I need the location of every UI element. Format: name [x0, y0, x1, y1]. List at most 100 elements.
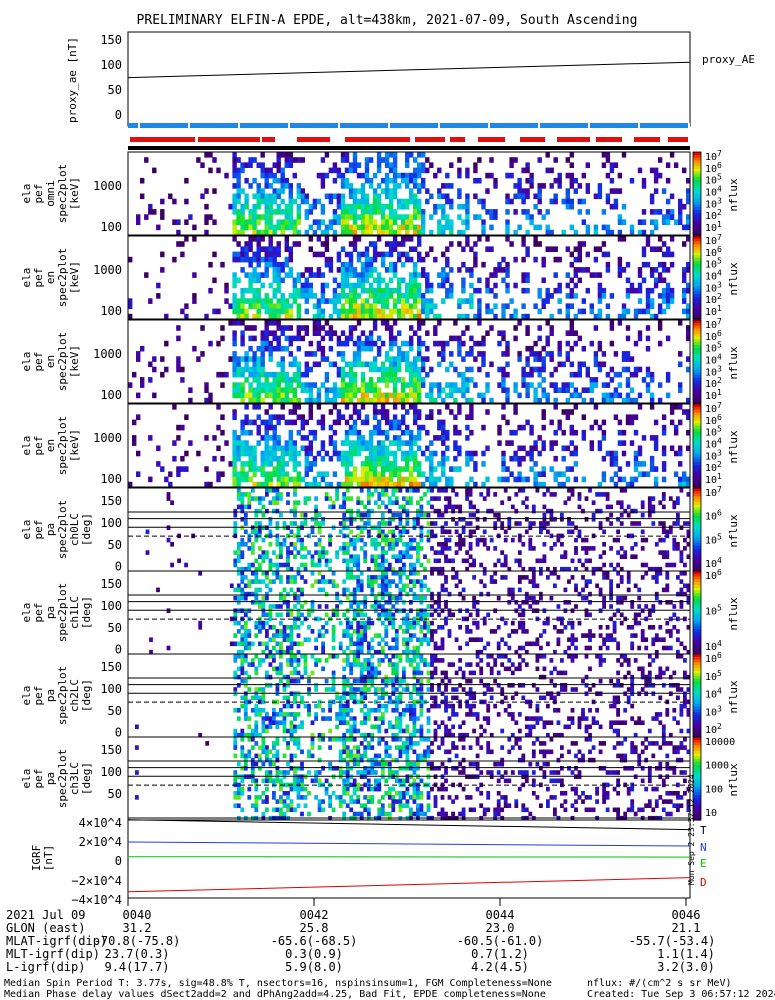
- colorbar-segment: [693, 263, 701, 268]
- flux-cell: [409, 471, 414, 477]
- pa-flux-cell: [243, 529, 248, 535]
- flux-cell: [304, 481, 309, 488]
- pa-flux-cell: [243, 641, 248, 647]
- flux-cell: [617, 466, 623, 472]
- pa-flux-cell: [380, 566, 385, 572]
- flux-cell: [413, 157, 418, 163]
- flux-cell: [485, 287, 490, 294]
- flux-cell: [240, 429, 245, 436]
- pa-flux-cell: [289, 649, 294, 655]
- flux-cell: [549, 246, 554, 252]
- pa-flux-cell: [493, 571, 498, 576]
- flux-cell: [376, 429, 382, 436]
- flux-cell: [284, 382, 289, 388]
- flux-cell: [549, 382, 554, 388]
- flux-cell: [260, 382, 265, 388]
- flux-cell: [244, 219, 249, 225]
- flux-cell: [417, 392, 422, 399]
- pa-flux-cell: [444, 604, 448, 609]
- flux-cell: [513, 157, 518, 163]
- flux-cell: [336, 298, 342, 304]
- flux-cell: [352, 267, 358, 273]
- flux-cell: [417, 320, 422, 326]
- pa-flux-cell: [254, 529, 259, 535]
- flux-cell: [348, 387, 354, 393]
- pa-flux-cell: [510, 591, 515, 597]
- flux-cell: [388, 209, 394, 215]
- flux-cell: [348, 287, 354, 294]
- flux-cell: [260, 236, 265, 242]
- pa-flux-cell: [377, 575, 382, 580]
- flux-cell: [220, 371, 225, 378]
- pa-flux-cell: [328, 558, 332, 564]
- flux-cell: [445, 404, 450, 410]
- pa-flux-cell: [166, 496, 171, 501]
- flux-cell: [421, 162, 426, 168]
- flux-cell: [172, 219, 177, 225]
- flux-cell: [682, 203, 687, 210]
- flux-cell: [284, 461, 289, 467]
- pa-flux-cell: [623, 508, 628, 514]
- flux-cell: [409, 429, 414, 436]
- colorbar-segment: [693, 464, 701, 469]
- flux-cell: [304, 229, 309, 236]
- flux-cell: [232, 277, 237, 284]
- pa-flux-cell: [275, 488, 280, 493]
- pa-flux-cell: [676, 512, 680, 518]
- pa-flux-cell: [356, 620, 361, 626]
- flux-cell: [348, 481, 354, 488]
- pa-ytick: 100: [100, 516, 122, 530]
- pa-flux-cell: [454, 637, 459, 642]
- flux-cell: [417, 397, 422, 404]
- pa-flux-cell: [468, 492, 473, 497]
- flux-cell: [292, 356, 297, 362]
- pa-flux-cell: [412, 620, 417, 626]
- flux-cell: [613, 203, 619, 210]
- flux-cell: [320, 229, 326, 236]
- flux-cell: [308, 203, 313, 210]
- flux-cell: [625, 377, 631, 383]
- pa-flux-cell: [373, 566, 378, 572]
- flux-cell: [344, 277, 350, 284]
- flux-cell: [545, 167, 550, 174]
- flux-cell: [368, 313, 374, 320]
- flux-cell: [332, 392, 338, 399]
- flux-cell: [208, 397, 213, 404]
- flux-cell: [417, 471, 422, 477]
- flux-cell: [364, 277, 370, 284]
- colorbar-segment: [693, 207, 701, 211]
- colorbar-label: nflux: [727, 346, 740, 379]
- pa-flux-cell: [373, 554, 378, 559]
- flux-cell: [645, 308, 651, 315]
- flux-cell: [533, 203, 538, 210]
- pa-flux-cell: [247, 629, 252, 634]
- flux-cell: [625, 397, 631, 404]
- pa-flux-cell: [279, 550, 283, 555]
- colorbar-segment: [693, 459, 701, 463]
- pa-flux-cell: [475, 649, 480, 655]
- flux-cell: [344, 298, 350, 304]
- pa-flux-cell: [405, 583, 410, 589]
- colorbar-segment: [693, 551, 701, 555]
- flux-cell: [352, 351, 358, 357]
- pa-flux-cell: [352, 612, 357, 618]
- pa-flux-cell: [380, 512, 385, 518]
- flux-cell: [232, 236, 237, 242]
- flux-cell: [417, 229, 422, 236]
- pa-flux-cell: [605, 496, 610, 501]
- pa-flux-cell: [447, 591, 452, 597]
- pa-flux-cell: [293, 575, 297, 580]
- pa-flux-cell: [489, 629, 494, 634]
- flux-cell: [686, 330, 691, 336]
- pa-flux-cell: [243, 517, 248, 522]
- flux-cell: [573, 330, 578, 336]
- flux-cell: [678, 461, 683, 467]
- flux-cell: [240, 298, 245, 304]
- flux-cell: [417, 241, 422, 247]
- flux-cell: [364, 361, 370, 368]
- pa-flux-cell: [314, 562, 318, 568]
- flux-cell: [200, 351, 205, 357]
- flux-cell: [172, 440, 177, 446]
- pa-flux-cell: [233, 612, 238, 618]
- flux-cell: [308, 340, 313, 347]
